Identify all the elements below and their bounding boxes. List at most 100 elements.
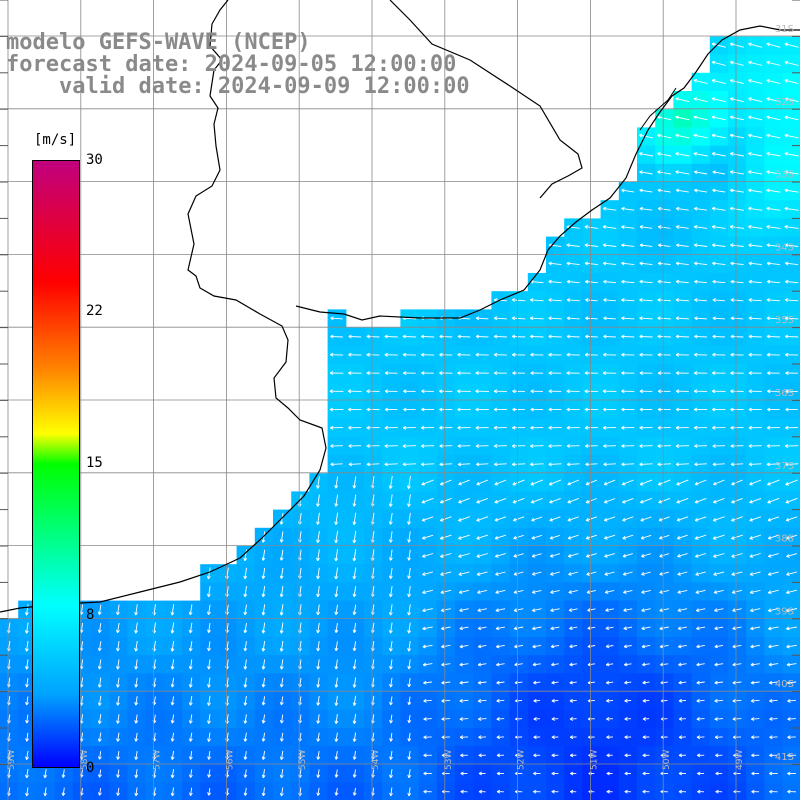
wind-arrow (423, 771, 432, 776)
wind-arrow (421, 516, 434, 522)
wind-arrow (551, 771, 559, 776)
wind-arrow (748, 60, 763, 66)
wind-arrow (97, 623, 102, 633)
wind-arrow (730, 115, 744, 121)
wind-arrow (188, 751, 193, 760)
wind-arrow (496, 789, 504, 794)
wind-arrow (188, 787, 193, 796)
wind-arrow (475, 444, 489, 448)
wind-arrow (316, 714, 321, 724)
colorbar-units: [m/s] (34, 132, 77, 148)
wind-arrow (675, 444, 690, 448)
wind-arrow (61, 769, 66, 778)
wind-arrow (458, 534, 470, 540)
wind-arrow (531, 571, 542, 576)
wind-arrow (530, 352, 544, 357)
wind-arrow (352, 494, 357, 507)
wind-arrow (457, 389, 471, 394)
wind-arrow (407, 659, 412, 670)
wind-arrow (532, 662, 541, 667)
wind-arrow (566, 407, 580, 412)
wind-arrow (243, 659, 248, 670)
wind-arrow (511, 298, 526, 302)
wind-arrow (334, 714, 339, 724)
wind-arrow (730, 371, 744, 375)
wind-arrow (585, 444, 598, 448)
wind-arrow (639, 371, 653, 375)
wind-arrow (784, 224, 799, 229)
wind-arrow (569, 717, 577, 721)
wind-arrow (366, 407, 380, 412)
wind-arrow (207, 787, 212, 796)
wind-arrow (566, 243, 580, 248)
wind-arrow (97, 659, 102, 670)
wind-arrow (439, 371, 453, 375)
wind-arrow (624, 698, 632, 703)
wind-arrow (694, 334, 708, 339)
wind-arrow (623, 626, 633, 631)
wind-arrow (569, 644, 578, 649)
wind-arrow (329, 371, 344, 375)
wind-arrow (459, 698, 469, 703)
wind-arrow (188, 769, 193, 778)
wind-arrow (25, 696, 29, 706)
wind-arrow (116, 787, 120, 796)
wind-arrow (566, 425, 580, 430)
wind-arrow (711, 60, 726, 66)
wind-arrow (729, 206, 745, 211)
wind-arrow (677, 571, 688, 576)
wind-arrow (170, 696, 175, 706)
wind-arrow (116, 695, 120, 706)
wind-arrow (116, 659, 120, 670)
wind-arrow (748, 97, 763, 103)
wind-arrow (402, 352, 416, 357)
wind-arrow (25, 750, 29, 760)
wind-arrow (352, 623, 357, 633)
wind-arrow (170, 640, 175, 652)
wind-arrow (657, 133, 672, 139)
wind-arrow (279, 622, 284, 634)
latitude-label: 41S (775, 752, 794, 763)
wind-arrow (694, 261, 708, 266)
wind-arrow (134, 677, 139, 688)
wind-arrow (496, 735, 505, 740)
wind-arrow (624, 662, 632, 667)
wind-arrow (330, 462, 343, 467)
wind-arrow (348, 407, 362, 412)
wind-arrow (642, 753, 650, 758)
wind-arrow (316, 604, 321, 616)
wind-arrow (460, 753, 468, 758)
longitude-label: 58W (80, 750, 90, 770)
wind-arrow (712, 298, 726, 302)
wind-arrow (206, 567, 211, 580)
wind-arrow (439, 444, 453, 448)
wind-arrow (548, 334, 562, 339)
wind-arrow (715, 789, 723, 794)
wind-arrow (566, 316, 580, 321)
wind-arrow (714, 717, 724, 721)
wind-arrow (495, 626, 505, 631)
wind-arrow (384, 425, 398, 430)
wind-arrow (512, 352, 526, 357)
wind-arrow (678, 644, 687, 649)
wind-arrow (496, 771, 504, 776)
wind-arrow (407, 696, 412, 706)
wind-arrow (732, 626, 742, 631)
wind-arrow (407, 549, 411, 561)
wind-arrow (784, 316, 799, 321)
wind-arrow (730, 60, 745, 66)
wind-arrow (459, 626, 469, 631)
wind-arrow (134, 696, 139, 706)
wind-arrow (621, 425, 635, 430)
model-title: modelo GEFS-WAVE (NCEP) (6, 30, 311, 55)
wind-arrow (694, 462, 707, 467)
wind-arrow (766, 151, 781, 157)
wind-arrow (188, 622, 193, 634)
latitude-label: 32S (775, 97, 794, 108)
wind-arrow (243, 567, 248, 580)
wind-arrow (407, 512, 411, 525)
wind-arrow (548, 371, 562, 375)
wind-arrow (603, 516, 616, 522)
wind-arrow (639, 170, 653, 175)
wind-arrow (640, 516, 652, 522)
